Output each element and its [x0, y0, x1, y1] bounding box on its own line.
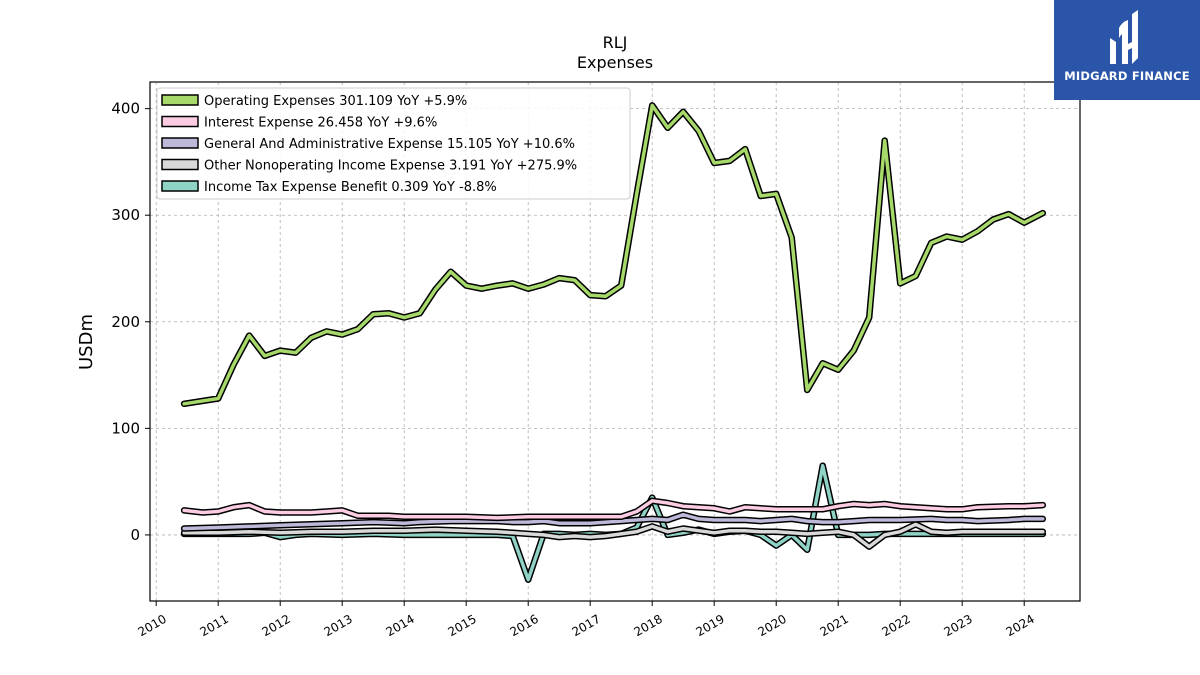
legend-swatch	[161, 94, 199, 106]
chart-title: RLJ	[603, 33, 628, 52]
series-3	[180, 511, 1047, 532]
x-tick-label: 2013	[321, 612, 354, 639]
legend-swatch	[161, 158, 199, 171]
y-tick-label: 300	[111, 206, 140, 224]
legend-label: Interest Expense 26.458 YoY +9.6%	[204, 116, 437, 131]
series-line	[182, 499, 1045, 520]
x-tick-label: 2014	[383, 612, 416, 639]
y-tick-label: 0	[130, 526, 140, 544]
x-tick-label: 2015	[445, 612, 478, 639]
brand-logo-icon	[1110, 10, 1138, 64]
legend-label: General And Administrative Expense 15.10…	[204, 137, 575, 152]
series-1	[180, 102, 1047, 408]
x-tick-label: 2017	[569, 612, 602, 639]
legend-swatch	[161, 180, 199, 192]
x-tick-label: 2021	[817, 612, 850, 639]
plot-frame	[149, 81, 1081, 602]
x-tick-label: 2024	[1003, 612, 1036, 639]
legend-swatch	[161, 115, 199, 128]
x-tick-label: 2023	[941, 612, 974, 639]
series-line	[182, 522, 1045, 549]
legend-label: Other Nonoperating Income Expense 3.191 …	[204, 159, 577, 174]
brand-name: MIDGARD FINANCE	[1064, 69, 1190, 83]
legend-label: Income Tax Expense Benefit 0.309 YoY -8.…	[204, 180, 497, 195]
chart-subtitle: Expenses	[577, 53, 653, 72]
x-tick-label: 2020	[755, 612, 788, 639]
y-tick-label: 400	[111, 100, 140, 118]
x-tick-label: 2018	[631, 612, 664, 639]
brand-logo: MIDGARD FINANCE	[1054, 0, 1200, 100]
legend-label: Operating Expenses 301.109 YoY +5.9%	[204, 94, 467, 109]
series-4	[180, 521, 1047, 550]
series-line	[182, 512, 1045, 531]
y-tick-label: 200	[111, 313, 140, 331]
x-tick-label: 2022	[879, 612, 912, 639]
x-tick-label: 2010	[135, 612, 168, 639]
x-tick-label: 2012	[259, 612, 292, 639]
x-tick-label: 2019	[693, 612, 726, 639]
x-tick-label: 2011	[197, 612, 230, 639]
y-axis-label: USDm	[76, 314, 97, 370]
x-tick-label: 2016	[507, 612, 540, 639]
legend-swatch	[161, 137, 199, 149]
y-tick-label: 100	[111, 419, 140, 437]
legend-box	[156, 87, 631, 200]
series-line	[182, 103, 1045, 406]
series-2	[180, 497, 1047, 522]
